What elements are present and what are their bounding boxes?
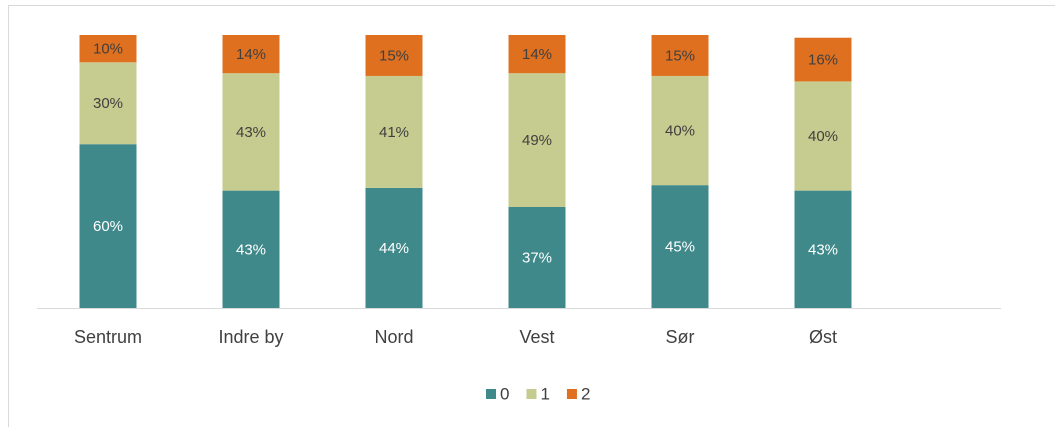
x-tick-label: Nord [374,327,413,347]
bar-segment [508,35,566,74]
data-label: 14% [236,46,266,63]
bar-segment [79,35,137,63]
x-tick-label: Sentrum [74,327,142,347]
data-label: 60% [93,218,123,235]
x-tick-label: Øst [809,327,837,347]
bar-segment [365,35,423,76]
bar-segment [222,73,280,191]
data-label: 16% [808,52,838,69]
bar-segment [508,206,566,308]
data-label: 40% [665,123,695,140]
data-label: 43% [236,124,266,141]
bar-segment [794,81,852,191]
x-tick-label: Sør [666,327,695,347]
legend-swatch [526,389,537,399]
bar-segment [794,37,852,82]
bar-segment [365,75,423,188]
legend-swatch [486,389,496,399]
x-tick-label: Indre by [218,327,283,347]
data-label: 14% [522,46,552,63]
data-label: 44% [379,240,409,257]
data-label: 49% [522,132,552,149]
bar-segment [222,190,280,308]
data-label: 41% [379,124,409,141]
x-tick-label: Vest [519,327,554,347]
legend-label: 0 [500,384,509,403]
bar-segment [508,73,566,207]
data-label: 10% [93,41,123,58]
data-label: 43% [236,241,266,258]
legend-swatch [566,389,577,399]
data-label: 30% [93,95,123,112]
bar-segment [79,62,137,145]
data-label: 15% [379,47,409,64]
data-label: 15% [665,47,695,64]
legend-label: 2 [581,384,590,403]
bar-segment [651,35,709,76]
data-label: 40% [808,128,838,145]
bar-segment [651,75,709,186]
bar-segment [222,35,280,74]
data-label: 43% [808,241,838,258]
bar-segment [79,144,137,308]
data-label: 37% [522,249,552,266]
bar-segment [794,190,852,308]
bar-segment [365,187,423,308]
legend-label: 1 [540,384,549,403]
data-label: 45% [665,239,695,256]
bar-segment [651,185,709,308]
